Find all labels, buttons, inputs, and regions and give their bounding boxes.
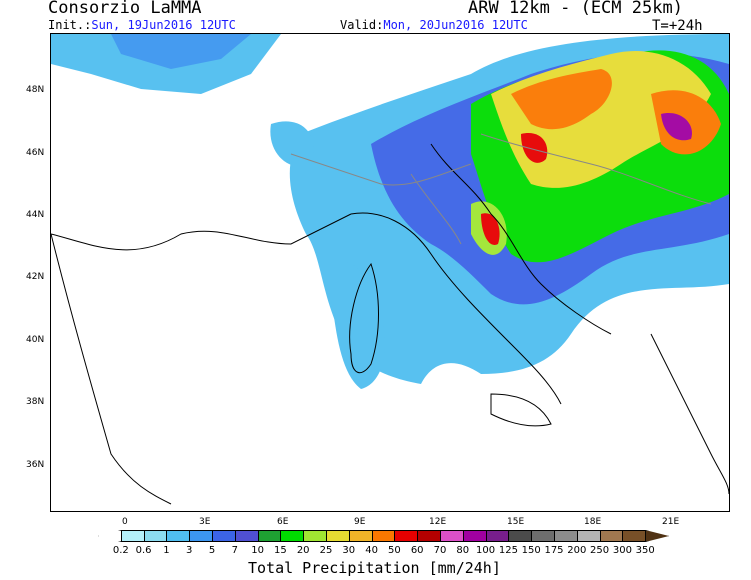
color-scale-label: 3 [186, 545, 193, 556]
color-scale-cell [417, 530, 441, 542]
color-scale-cell [508, 530, 533, 542]
color-scale-cell [189, 530, 213, 542]
color-scale-label: 5 [208, 545, 216, 556]
color-scale-bar [98, 530, 669, 544]
color-scale-label: 300 [612, 545, 632, 556]
color-scale-cell [576, 530, 601, 542]
color-scale-label: 125 [498, 545, 518, 556]
lon-label: 18E [584, 517, 602, 527]
color-scale-cell [485, 530, 510, 542]
lat-label: 48N [26, 85, 45, 95]
color-scale-label: 1 [163, 545, 170, 556]
color-scale-label: 100 [476, 545, 496, 556]
color-scale-label: 350 [635, 545, 655, 556]
color-scale-label: 10 [251, 545, 264, 556]
lon-label: 21E [662, 517, 680, 527]
color-scale-label: 200 [567, 545, 587, 556]
color-scale-cell [120, 530, 145, 542]
init-time: Init.:Sun, 19Jun2016 12UTC [48, 18, 236, 32]
color-scale-cell [280, 530, 305, 542]
color-scale-cell [326, 530, 350, 542]
lon-label: 12E [429, 517, 447, 527]
precipitation-field [51, 34, 729, 389]
lon-label: 0 [122, 517, 128, 527]
color-scale-cell [645, 530, 669, 542]
color-scale-cell [348, 530, 373, 542]
init-label: Init.: [48, 18, 92, 32]
color-scale-label: 15 [274, 545, 287, 556]
valid-value: Mon, 20Jun2016 12UTC [383, 18, 528, 32]
color-scale-label: 80 [456, 545, 470, 556]
valid-time: Valid:Mon, 20Jun2016 12UTC [340, 18, 528, 32]
lat-label: 46N [26, 148, 45, 158]
color-scale-cell [257, 530, 282, 542]
color-scale-label: 175 [544, 545, 564, 556]
lat-label: 36N [26, 460, 45, 470]
color-scale-cell [554, 530, 578, 542]
color-scale-cell [599, 530, 624, 542]
color-scale-label: 40 [365, 545, 378, 556]
color-scale-cell [234, 530, 259, 542]
color-scale-label: 7 [231, 545, 238, 556]
color-scale-cell [394, 530, 419, 542]
color-scale-cell [303, 530, 327, 542]
color-scale-cell [622, 530, 647, 542]
color-scale-cell [531, 530, 555, 542]
lon-label: 3E [199, 517, 211, 527]
color-scale-cell [440, 530, 464, 542]
color-scale-cell [371, 530, 396, 542]
color-scale-label: 250 [590, 545, 610, 556]
init-value: Sun, 19Jun2016 12UTC [91, 18, 236, 32]
color-scale-label: 70 [433, 545, 447, 556]
color-scale-cell [462, 530, 487, 542]
map-canvas [51, 34, 729, 505]
precipitation-map [50, 33, 730, 512]
national-borders [290, 133, 712, 245]
color-scale-label: 60 [410, 545, 424, 556]
color-scale-label: 0.6 [135, 545, 152, 556]
color-scale-label: 20 [296, 545, 310, 556]
lat-label: 38N [26, 397, 45, 407]
lon-label: 15E [507, 517, 525, 527]
lon-label: 9E [354, 517, 366, 527]
lead-time: T=+24h [652, 18, 703, 34]
color-scale-label: 150 [521, 545, 541, 556]
legend-title: Total Precipitation [mm/24h] [248, 559, 501, 577]
model-title: ARW 12km - (ECM 25km) [468, 0, 683, 18]
color-scale-cell [166, 530, 191, 542]
color-scale-label: 0.2 [112, 545, 129, 556]
color-scale-label: 25 [319, 545, 333, 556]
color-scale-label: 50 [388, 545, 401, 556]
lon-label: 6E [277, 517, 289, 527]
lat-label: 42N [26, 272, 45, 282]
color-scale-cell [212, 530, 236, 542]
coastlines [51, 143, 729, 505]
valid-label: Valid: [340, 18, 384, 32]
color-scale-cell [143, 530, 168, 542]
lat-label: 44N [26, 210, 45, 220]
color-scale-cell [98, 530, 122, 542]
organization-title: Consorzio LaMMA [48, 0, 202, 18]
lat-label: 40N [26, 335, 45, 345]
color-scale-label: 30 [342, 545, 356, 556]
